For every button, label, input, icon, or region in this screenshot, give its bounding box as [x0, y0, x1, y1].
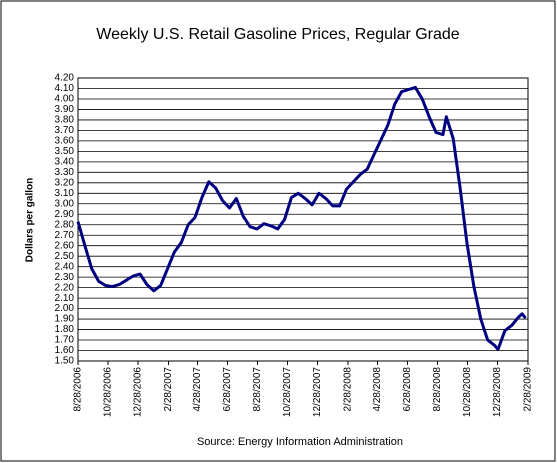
y-tick-label: 2.10	[55, 293, 75, 304]
x-tick-label: 2/28/2009	[523, 367, 534, 412]
source-note: Source: Energy Information Administratio…	[197, 436, 403, 448]
y-tick-label: 3.00	[55, 198, 75, 209]
y-tick-label: 2.20	[55, 282, 75, 293]
y-tick-label: 1.50	[55, 356, 75, 367]
y-tick-label: 1.60	[55, 345, 75, 356]
x-tick-label: 10/28/2007	[282, 367, 293, 417]
y-tick-label: 3.80	[55, 115, 75, 126]
plot-border	[77, 77, 529, 362]
y-tick-label: 2.50	[55, 251, 75, 262]
x-tick-label: 2/28/2007	[163, 367, 174, 412]
y-tick-label: 3.20	[55, 177, 75, 188]
y-tick-label: 4.10	[55, 83, 75, 94]
y-tick-label: 4.00	[55, 94, 75, 105]
y-tick-label: 3.10	[55, 188, 75, 199]
x-tick-label: 4/28/2007	[192, 367, 203, 412]
x-tick-label: 12/28/2008	[492, 367, 503, 417]
y-tick-label: 1.90	[55, 314, 75, 325]
y-tick-label: 2.40	[55, 261, 75, 272]
y-tick-label: 2.60	[55, 240, 75, 251]
y-tick-label: 1.80	[55, 324, 75, 335]
y-tick-label: 1.70	[55, 335, 75, 346]
x-tick-label: 6/28/2007	[222, 367, 233, 412]
price-line	[76, 85, 527, 351]
y-tick-label: 4.20	[55, 73, 75, 84]
y-tick-label: 3.70	[55, 125, 75, 136]
chart-title: Weekly U.S. Retail Gasoline Prices, Regu…	[96, 26, 460, 43]
x-tick-label: 8/28/2007	[252, 367, 263, 412]
y-tick-label: 3.40	[55, 156, 75, 167]
y-tick-label: 2.70	[55, 230, 75, 241]
y-tick-label: 2.80	[55, 219, 75, 230]
x-tick-label: 2/28/2008	[343, 367, 354, 412]
x-tick-label: 10/28/2006	[103, 367, 114, 417]
y-tick-label: 2.30	[55, 272, 75, 283]
x-tick-label: 10/28/2008	[462, 367, 473, 417]
x-tick-label: 6/28/2008	[402, 367, 413, 412]
y-tick-label: 3.60	[55, 136, 75, 147]
y-tick-label: 2.90	[55, 209, 75, 220]
y-axis-label: Dollars per gallon	[25, 178, 36, 262]
y-tick-label: 3.50	[55, 146, 75, 157]
y-tick-label: 3.90	[55, 104, 75, 115]
x-tick-label: 8/28/2006	[73, 367, 84, 412]
x-tick-label: 4/28/2008	[372, 367, 383, 412]
x-tick-label: 12/28/2007	[312, 367, 323, 417]
y-tick-label: 2.00	[55, 303, 75, 314]
y-tick-label: 3.30	[55, 167, 75, 178]
x-tick-label: 8/28/2008	[432, 367, 443, 412]
x-tick-label: 12/28/2006	[133, 367, 144, 417]
